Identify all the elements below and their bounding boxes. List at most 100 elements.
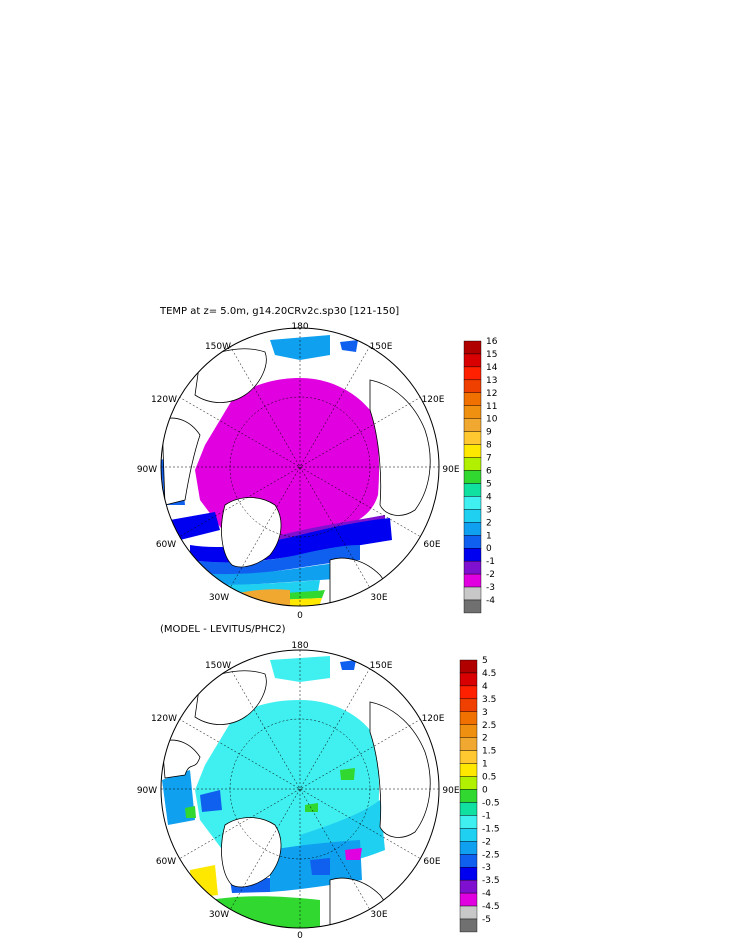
lon-labels-1: 180 150W 150E 120W 120E 90W 90E 60W 60E …	[137, 322, 460, 621]
colorbar-swatch	[459, 892, 478, 907]
colorbar-swatch	[463, 431, 482, 445]
panel-temperature: TEMP at z= 5.0m, g14.20CRv2c.sp30 [121-1…	[137, 306, 498, 621]
colorbar-label: 1	[486, 531, 492, 541]
map-1-border	[160, 327, 440, 607]
colorbar-swatch	[459, 918, 478, 933]
lon-label: 30W	[209, 910, 229, 920]
colorbar-label: 16	[486, 337, 498, 347]
siberia-land	[369, 379, 431, 516]
colorbar-swatch	[459, 879, 478, 894]
lon-label: 30E	[370, 593, 387, 603]
colorbar-swatch	[459, 737, 478, 751]
colorbar-swatch	[459, 659, 478, 674]
colorbar-swatch	[459, 724, 478, 738]
lon-label: 60E	[423, 857, 440, 867]
colorbar-label: 1.5	[482, 747, 496, 757]
greenland	[221, 497, 282, 568]
lon-label: 150W	[205, 661, 231, 671]
lon-label: 90W	[137, 786, 157, 796]
alaska-land	[194, 670, 267, 725]
lon-label: 180	[291, 641, 308, 651]
canada-land	[161, 417, 201, 506]
colorbar-swatch	[463, 366, 482, 381]
lon-label: 0	[297, 931, 303, 941]
map-temperature	[161, 328, 439, 606]
colorbar-swatch	[459, 841, 478, 855]
colorbar-label: -2	[486, 570, 495, 580]
colorbar-swatch	[463, 392, 482, 406]
colorbar-label: -4	[482, 889, 491, 899]
colorbar-swatch	[463, 548, 482, 562]
panel-1-title: TEMP at z= 5.0m, g14.20CRv2c.sp30 [121-1…	[159, 306, 399, 317]
canada-green	[185, 806, 196, 818]
colorbar-swatch	[463, 379, 482, 394]
colorbar-label: 9	[486, 428, 492, 438]
lon-label: 90E	[442, 465, 459, 475]
colorbar-label: 0	[482, 786, 488, 796]
atlantic-warm-1	[190, 865, 218, 898]
panel-difference: (MODEL - LEVITUS/PHC2)	[137, 624, 500, 941]
lon-label: 90E	[442, 786, 459, 796]
atlantic-band-3	[190, 562, 355, 586]
warm-patch-2	[305, 803, 318, 812]
colorbar-label: -3.5	[482, 876, 500, 886]
atlantic-band-2	[190, 545, 360, 575]
lon-label: 120W	[151, 395, 177, 405]
colorbar-label: 8	[486, 441, 492, 451]
colorbar-swatch	[459, 711, 478, 725]
bering-blue	[340, 340, 358, 352]
colorbar-label: 0	[486, 544, 492, 554]
greenland	[221, 817, 282, 888]
colorbar-difference: 5 4.5 4 3.5 3 2.5 2 1.5 1 0.5 0 -0.5 -1 -1.5 -2 -2.5 -3 -…	[459, 656, 500, 933]
canada-neg	[200, 790, 222, 812]
colorbar-label: -3	[486, 583, 495, 593]
siberia-land	[369, 701, 431, 838]
colorbar-label: -2	[482, 837, 491, 847]
colorbar-swatch	[459, 905, 478, 920]
colorbar-swatch	[459, 685, 478, 700]
colorbar-label: -3	[482, 863, 491, 873]
colorbar-swatch	[463, 586, 482, 601]
colorbar-swatch	[459, 802, 478, 816]
colorbar-swatch	[463, 457, 482, 471]
warm-patch-1	[340, 768, 355, 780]
colorbar-label: 4.5	[482, 669, 496, 679]
lon-label: 90W	[137, 465, 157, 475]
map-2-border	[160, 649, 440, 929]
colorbar-label: -0.5	[482, 798, 500, 808]
graticule	[161, 328, 439, 606]
colorbar-swatch	[463, 560, 482, 575]
bering-region	[270, 335, 330, 360]
colorbar-swatch	[463, 522, 482, 536]
colorbar-swatch	[463, 509, 482, 523]
panel-2-title: (MODEL - LEVITUS/PHC2)	[160, 624, 286, 635]
colorbar-swatch	[459, 672, 478, 687]
lon-label: 120E	[422, 714, 445, 724]
colorbar-swatch	[459, 750, 478, 764]
colorbar-label: -1	[486, 557, 495, 567]
colorbar-label: 3	[486, 505, 492, 515]
colorbar-label: 4	[486, 492, 492, 502]
colorbar-swatch	[463, 470, 482, 484]
colorbar-label: 1	[482, 760, 488, 770]
colorbar-label: -1.5	[482, 824, 500, 834]
lon-labels-2: 180 150W 150E 120W 120E 90W 90E 60W 60E …	[137, 641, 460, 941]
colorbar-swatch	[459, 854, 478, 868]
colorbar-swatch	[463, 353, 482, 368]
bering-blue	[340, 660, 356, 670]
colorbar-swatch	[463, 418, 482, 432]
neg-hotspot	[345, 848, 362, 860]
lon-label: 180	[291, 322, 308, 332]
colorbar-label: -1	[482, 811, 491, 821]
colorbar-label: 12	[486, 389, 497, 399]
colorbar-swatch	[459, 776, 478, 790]
colorbar-swatch	[459, 698, 478, 712]
colorbar-swatch	[459, 867, 478, 881]
canada-land	[161, 739, 201, 779]
colorbar-swatch	[459, 815, 478, 829]
colorbar-label: 15	[486, 350, 497, 360]
colorbar-swatch	[463, 573, 482, 588]
colorbar-label: 7	[486, 454, 492, 464]
